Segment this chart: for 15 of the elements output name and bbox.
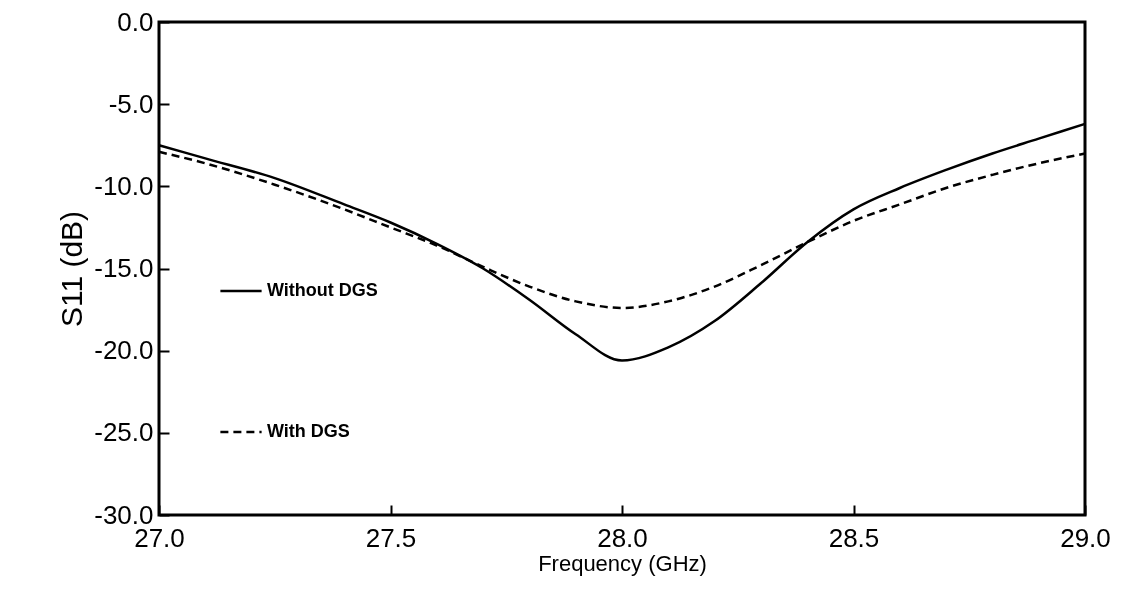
y-axis-title: S11 (dB) — [55, 210, 89, 328]
y-tick-label: -20.0 — [94, 335, 154, 366]
y-tick-label: -10.0 — [94, 170, 154, 201]
x-tick-label: 28.5 — [828, 522, 880, 553]
y-tick-label: 0.0 — [117, 6, 154, 37]
y-tick-label: -25.0 — [94, 417, 154, 448]
x-axis-title: Frequency (GHz) — [538, 550, 707, 576]
y-tick-label: -30.0 — [94, 499, 154, 530]
x-tick-label: 27.5 — [365, 522, 417, 553]
legend-label: Without DGS — [267, 280, 378, 300]
y-tick-label: -5.0 — [108, 88, 154, 119]
x-tick-label: 29.0 — [1060, 522, 1111, 553]
y-tick-label: -15.0 — [94, 253, 154, 283]
legend-label: With DGS — [267, 421, 350, 441]
x-tick-label: 28.0 — [597, 522, 648, 553]
